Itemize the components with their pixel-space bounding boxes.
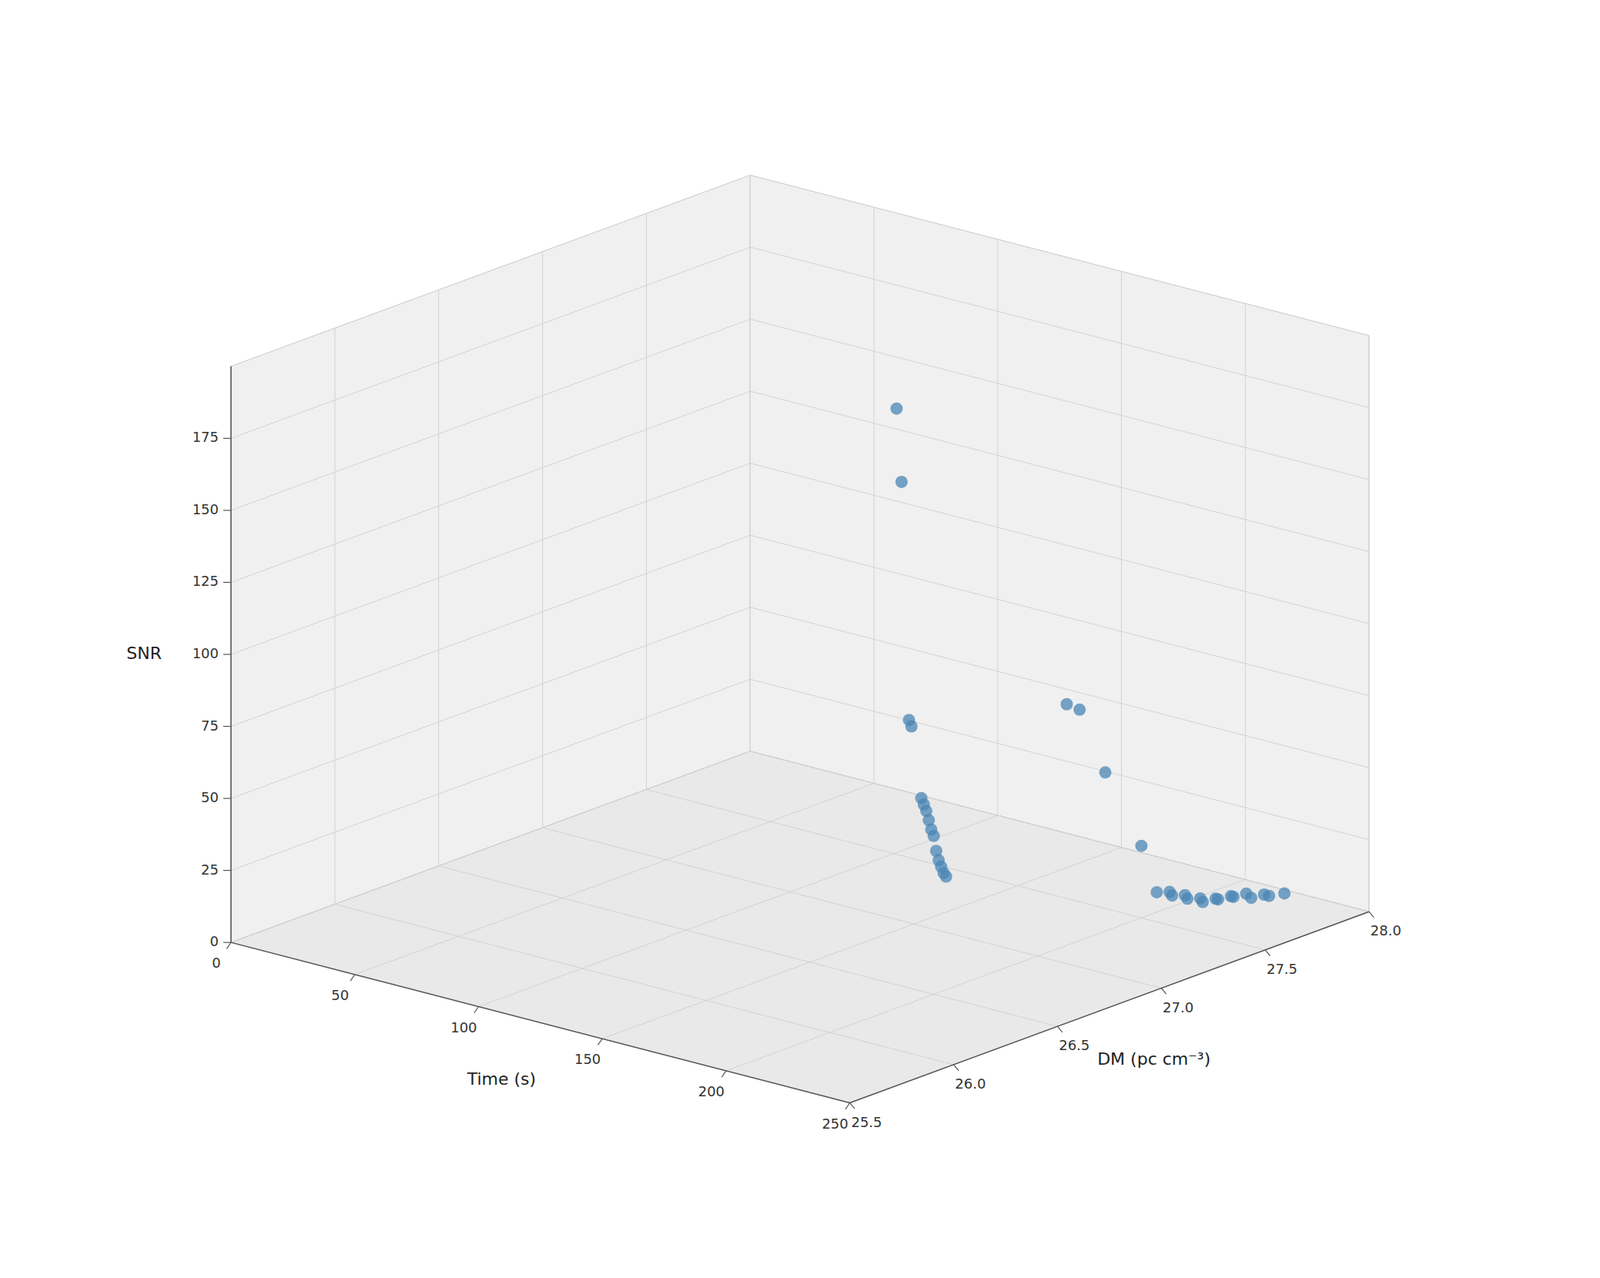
grid-line — [749, 319, 1370, 480]
tick-mark — [223, 582, 231, 583]
tick-label: 50 — [200, 789, 219, 806]
tick-label: 250 — [821, 1115, 848, 1132]
grid-line — [749, 751, 1370, 912]
grid-line — [230, 607, 750, 799]
axis-title: Time (s) — [466, 1069, 536, 1089]
tick-mark — [474, 1006, 479, 1013]
tick-mark — [1369, 911, 1374, 918]
tick-label: 100 — [450, 1019, 477, 1036]
tick-label: 27.5 — [1266, 960, 1298, 978]
points — [890, 402, 1291, 909]
grid-line — [334, 903, 954, 1065]
tick-label: 150 — [192, 501, 219, 518]
grid-line — [542, 827, 1162, 988]
tick-mark — [598, 1038, 603, 1045]
tick-mark — [1057, 1026, 1062, 1033]
tick-label: 175 — [192, 428, 219, 446]
tick-label: 50 — [331, 987, 349, 1004]
tick-mark — [223, 653, 231, 655]
data-point — [1060, 698, 1073, 711]
tick-mark — [223, 870, 231, 871]
data-point — [1181, 892, 1194, 905]
chart: 050100150200250Time (s)25.526.026.527.02… — [0, 0, 1600, 1278]
grid-line — [230, 319, 750, 511]
tick-mark — [223, 509, 231, 511]
grid-line — [230, 247, 750, 439]
tick-mark — [223, 438, 231, 439]
tick-label: 25.5 — [850, 1114, 882, 1131]
grid-line — [230, 942, 851, 1103]
tick-label: 28.0 — [1370, 922, 1402, 939]
tick-mark — [226, 942, 231, 949]
data-point — [890, 402, 903, 416]
grid-line — [749, 679, 1370, 840]
tick-mark — [845, 1103, 851, 1110]
tick-mark — [350, 974, 355, 981]
data-point — [1245, 891, 1258, 904]
axis-title: SNR — [126, 643, 162, 663]
tick-mark — [721, 1071, 727, 1078]
data-point — [1150, 886, 1163, 899]
tick-mark — [1265, 950, 1270, 957]
tick-label: 26.0 — [954, 1075, 986, 1092]
grid-line — [230, 535, 750, 727]
tick-label: 125 — [192, 572, 219, 590]
page: {"chart_data": { "type": "scatter3d", "x… — [0, 0, 1600, 1278]
tick-mark — [1161, 988, 1166, 995]
panes — [230, 174, 1370, 1103]
tick-mark — [953, 1064, 959, 1072]
data-point — [1073, 703, 1086, 717]
grid — [230, 174, 1370, 1103]
tick-mark — [850, 1103, 855, 1110]
data-point — [1099, 766, 1112, 779]
tick-label: 200 — [698, 1083, 725, 1100]
data-point — [905, 720, 918, 734]
data-point — [1211, 893, 1225, 906]
data-point — [1196, 895, 1209, 908]
grid-line — [749, 391, 1370, 552]
grid-line — [230, 391, 750, 583]
data-point — [927, 830, 941, 843]
grid-line — [230, 463, 750, 655]
pane — [230, 751, 1370, 1104]
tick-label: 75 — [200, 717, 219, 734]
grid-line — [354, 783, 874, 975]
grid-line — [850, 911, 1370, 1103]
tick-mark — [223, 942, 231, 944]
tick-label: 100 — [192, 645, 219, 662]
tick-label: 0 — [210, 933, 219, 950]
tick-mark — [223, 726, 231, 727]
data-point — [1227, 890, 1240, 904]
axis-line — [850, 911, 1370, 1103]
tick-mark — [223, 797, 231, 799]
data-point — [1134, 840, 1148, 853]
data-point — [1262, 890, 1276, 903]
grid-line — [749, 607, 1370, 768]
tick-label: 27.0 — [1162, 999, 1194, 1016]
grid-line — [749, 247, 1370, 408]
data-point — [895, 475, 908, 489]
axis-title: DM (pc cm⁻³) — [1097, 1049, 1211, 1069]
axis-line — [230, 942, 851, 1103]
tick-label: 0 — [211, 954, 221, 971]
tick-label: 26.5 — [1058, 1037, 1090, 1054]
tick-label: 150 — [574, 1051, 601, 1068]
data-point — [1165, 889, 1179, 902]
data-point — [1278, 887, 1291, 900]
data-point — [940, 870, 953, 884]
grid-line — [478, 815, 998, 1007]
grid-line — [749, 535, 1370, 696]
grid-line — [749, 463, 1370, 624]
tick-label: 25 — [200, 861, 219, 878]
grid-line — [749, 751, 1370, 912]
grid-line — [230, 751, 750, 943]
axes: 050100150200250Time (s)25.526.026.527.02… — [126, 366, 1402, 1132]
grid-line — [230, 679, 750, 871]
grid-line — [726, 880, 1246, 1072]
grid-line — [438, 866, 1058, 1027]
grid-line — [230, 751, 750, 943]
grid-line — [646, 789, 1266, 950]
grid-line — [602, 847, 1122, 1039]
